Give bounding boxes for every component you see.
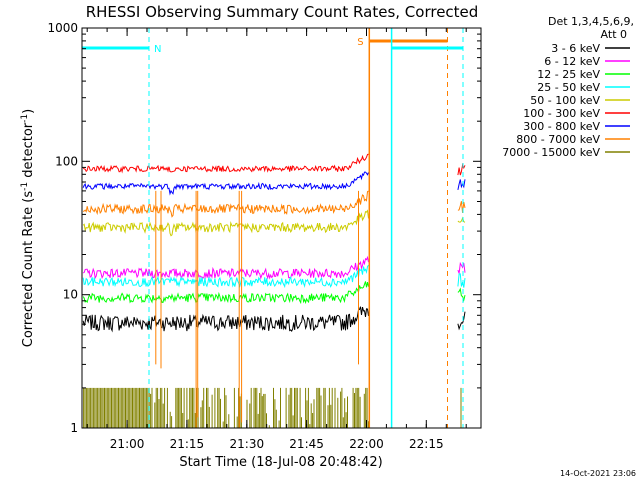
series-3-6-line bbox=[82, 306, 369, 333]
marker-label: N bbox=[154, 44, 161, 55]
y-axis-label-main: Corrected Count Rate (s bbox=[21, 191, 36, 348]
footer-timestamp: 14-Oct-2021 23:06 bbox=[560, 469, 636, 478]
series-300-800-line bbox=[82, 171, 369, 196]
series-300-800-end-segment bbox=[457, 179, 466, 191]
legend-label: 800 - 7000 keV bbox=[516, 133, 600, 146]
y-axis-label-mid: detector bbox=[21, 122, 36, 182]
legend-label: 7000 - 15000 keV bbox=[502, 146, 600, 159]
series-25-50-line bbox=[82, 264, 369, 289]
series-6-12-end-segment bbox=[457, 261, 466, 274]
x-tick-label: 21:45 bbox=[289, 437, 324, 451]
legend-label: 12 - 25 keV bbox=[537, 68, 600, 81]
y-axis-label: Corrected Count Rate (s-1 detector-1) bbox=[20, 109, 36, 347]
series-6-12-line bbox=[82, 255, 369, 280]
y-tick-label: 1000 bbox=[47, 21, 78, 35]
y-tick-label: 100 bbox=[55, 154, 78, 168]
legend-label: 100 - 300 keV bbox=[523, 107, 600, 120]
series-100-300-line bbox=[82, 153, 369, 174]
series-50-100-end-segment bbox=[457, 216, 466, 223]
chart-title: RHESSI Observing Summary Count Rates, Co… bbox=[86, 3, 479, 21]
legend-label: 6 - 12 keV bbox=[544, 55, 600, 68]
plot-frame bbox=[81, 27, 482, 429]
y-axis-label-end: ) bbox=[21, 109, 36, 114]
x-axis-label: Start Time (18-Jul-08 20:48:42) bbox=[179, 455, 382, 470]
y-axis-label-sup1: -1 bbox=[20, 182, 30, 191]
plot-area: NS bbox=[82, 28, 466, 428]
legend-label: 25 - 50 keV bbox=[537, 81, 600, 94]
series-3-6-end-segment bbox=[457, 311, 466, 331]
x-tick-label: 21:00 bbox=[110, 437, 145, 451]
legend-header-line2: Att 0 bbox=[601, 28, 627, 41]
series-800-7000-end-segment bbox=[457, 201, 466, 213]
x-tick-label: 21:15 bbox=[170, 437, 205, 451]
x-tick-label: 22:00 bbox=[349, 437, 384, 451]
legend-label: 300 - 800 keV bbox=[523, 120, 600, 133]
series-12-25-line bbox=[82, 281, 369, 305]
y-axis: 1 10 100 1000 bbox=[47, 21, 481, 435]
legend-header-line1: Det 1,3,4,5,6,9, bbox=[548, 15, 634, 28]
x-tick-label: 22:15 bbox=[409, 437, 444, 451]
series-7000-15000-bars bbox=[83, 387, 462, 428]
x-axis: 21:00 21:15 21:30 21:45 22:00 22:15 bbox=[86, 28, 467, 451]
legend-label: 50 - 100 keV bbox=[530, 94, 600, 107]
series-25-50-end-segment bbox=[457, 273, 466, 288]
series-800-7000-line bbox=[82, 190, 369, 218]
y-axis-label-sup2: -1 bbox=[20, 114, 30, 123]
series-100-300-end-segment bbox=[457, 162, 466, 176]
series-50-100-line bbox=[82, 209, 369, 237]
legend-label: 3 - 6 keV bbox=[551, 42, 600, 55]
series-12-25-end-segment bbox=[457, 287, 466, 302]
y-tick-label: 1 bbox=[70, 421, 78, 435]
y-tick-label: 10 bbox=[63, 288, 78, 302]
x-tick-label: 21:30 bbox=[230, 437, 265, 451]
marker-label: S bbox=[357, 37, 363, 48]
